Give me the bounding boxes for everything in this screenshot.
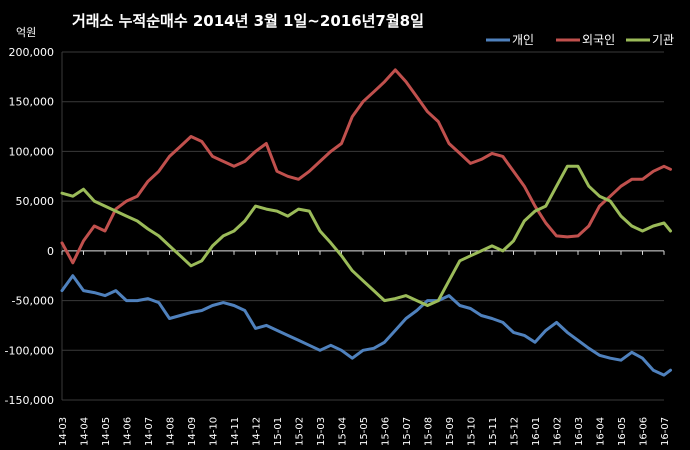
x-tick-label: 15-11 <box>488 417 499 446</box>
series-line-기관 <box>60 164 672 307</box>
x-axis-ticks: 14-03 14-04 14-05 14-06 14-07 14-08 14-09 14-10… <box>58 417 671 446</box>
x-tick-label: 16-07 <box>660 417 671 446</box>
y-tick-label: -50,000 <box>12 295 54 308</box>
legend-label: 개인 <box>512 33 534 47</box>
x-tick-label: 14-05 <box>101 417 112 446</box>
x-tick-label: 16-03 <box>574 417 585 446</box>
x-tick-label: 15-05 <box>359 417 370 446</box>
x-tick-label: 15-02 <box>295 417 306 446</box>
x-tick-label: 14-08 <box>166 417 177 446</box>
x-tick-label: 15-01 <box>273 417 284 446</box>
y-tick-label: 150,000 <box>9 96 55 109</box>
chart-title: 거래소 누적순매수 2014년 3월 1일~2016년7월8일 <box>72 12 424 30</box>
x-tick-label: 15-06 <box>381 417 392 446</box>
series-line-외국인 <box>60 68 672 265</box>
x-tick-label: 16-01 <box>531 417 542 446</box>
x-tick-label: 14-10 <box>209 417 220 446</box>
x-tick-label: 16-05 <box>617 417 628 446</box>
x-tick-label: 14-12 <box>252 417 263 446</box>
x-tick-label: 14-11 <box>230 417 241 446</box>
x-tick-label: 15-03 <box>316 417 327 446</box>
x-tick-label: 14-03 <box>58 417 69 446</box>
y-axis-ticks: 200,000 150,000 100,000 50,000 0 -50,000 -100,… <box>5 46 54 407</box>
y-unit-label: 억원 <box>16 26 36 39</box>
zero-axis <box>61 250 665 255</box>
y-tick-label: 200,000 <box>9 46 55 59</box>
x-tick-label: 15-10 <box>467 417 478 446</box>
x-tick-label: 14-07 <box>144 417 155 446</box>
x-tick-label: 16-02 <box>553 417 564 446</box>
y-tick-label: -100,000 <box>5 344 54 357</box>
x-tick-label: 15-09 <box>445 417 456 446</box>
x-tick-label: 16-04 <box>596 417 607 446</box>
x-tick-label: 16-06 <box>639 417 650 446</box>
x-tick-label: 14-04 <box>80 417 91 446</box>
x-tick-label: 15-04 <box>338 417 349 446</box>
legend-label: 외국인 <box>582 33 615 47</box>
y-tick-label: 100,000 <box>9 145 55 158</box>
x-tick-label: 15-08 <box>424 417 435 446</box>
x-tick-label: 15-07 <box>402 417 413 446</box>
y-tick-label: -150,000 <box>5 394 54 407</box>
y-tick-label: 0 <box>47 245 54 258</box>
y-tick-label: 50,000 <box>16 195 55 208</box>
x-tick-label: 14-06 <box>123 417 134 446</box>
x-tick-label: 15-12 <box>510 417 521 446</box>
legend-label: 기관 <box>652 33 674 47</box>
series-line-개인 <box>60 274 672 377</box>
x-tick-label: 14-09 <box>187 417 198 446</box>
series-lines <box>60 68 672 377</box>
legend: 개인 외국인 기관 <box>486 33 674 47</box>
